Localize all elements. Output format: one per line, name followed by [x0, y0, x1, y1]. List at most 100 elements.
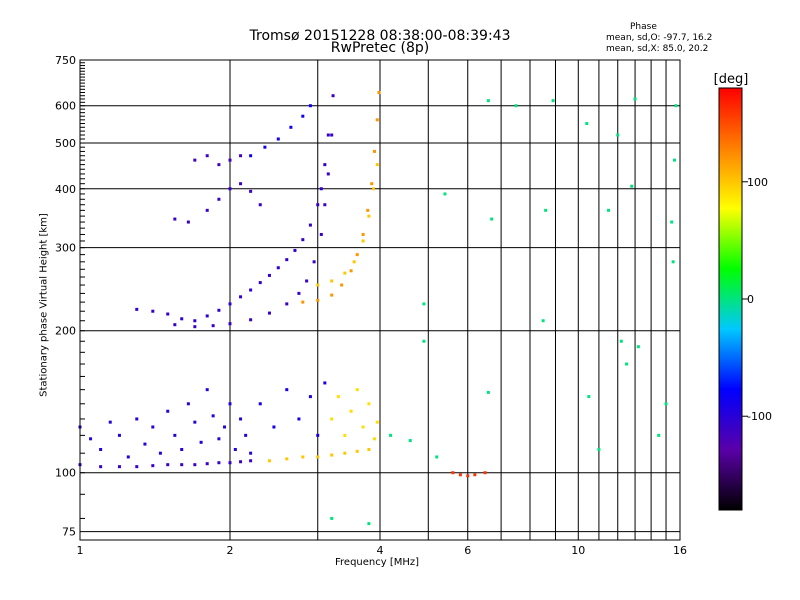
data-point	[186, 220, 190, 224]
data-point	[671, 260, 675, 264]
data-point	[375, 163, 379, 167]
data-point	[490, 217, 494, 221]
data-point	[193, 420, 197, 424]
data-point	[180, 463, 184, 467]
data-point	[607, 208, 611, 212]
data-point	[371, 187, 375, 191]
data-point	[319, 187, 323, 191]
chart-subtitle: RwPretec (8p)	[330, 40, 430, 56]
data-point	[239, 295, 243, 299]
data-point	[228, 461, 232, 465]
x-tick-label: 10	[571, 544, 585, 557]
data-point	[205, 154, 209, 158]
data-point	[99, 465, 103, 469]
data-point	[330, 417, 334, 421]
data-point	[367, 447, 371, 451]
data-point	[330, 279, 334, 283]
data-point	[199, 440, 203, 444]
data-point	[466, 474, 470, 478]
data-point	[186, 402, 190, 406]
data-point	[435, 455, 439, 459]
data-point	[267, 273, 271, 277]
data-point	[223, 425, 227, 429]
data-point	[166, 312, 170, 316]
data-point	[373, 437, 377, 441]
data-point	[355, 449, 359, 453]
data-point	[267, 311, 271, 315]
y-axis-label: Stationary phase Virtual Height [km]	[38, 213, 50, 397]
data-point	[117, 465, 121, 469]
data-point	[377, 90, 381, 94]
data-point	[249, 189, 253, 193]
data-point	[343, 433, 347, 437]
x-tick-label: 16	[673, 544, 687, 557]
y-tick-label: 75	[62, 526, 76, 539]
data-point	[312, 260, 316, 264]
data-point	[228, 158, 232, 162]
data-point	[258, 203, 262, 207]
data-point	[323, 163, 327, 167]
data-point	[361, 232, 365, 236]
data-point	[636, 345, 640, 349]
data-point	[541, 319, 545, 323]
data-point	[89, 437, 93, 441]
data-point	[355, 388, 359, 392]
colorbar-tick-label: 0	[747, 293, 754, 306]
data-point	[316, 298, 320, 302]
data-point	[249, 318, 253, 322]
data-point	[326, 133, 330, 137]
data-point	[330, 516, 334, 520]
data-point	[193, 319, 197, 323]
data-point	[340, 283, 344, 287]
data-point	[301, 300, 305, 304]
data-point	[166, 409, 170, 413]
data-point	[217, 461, 221, 465]
data-point	[173, 217, 177, 221]
data-point	[319, 232, 323, 236]
phase-stats-heading: Phase	[630, 22, 657, 32]
data-point	[228, 322, 232, 326]
colorbar	[718, 87, 743, 511]
data-point	[330, 293, 334, 297]
data-point	[173, 323, 177, 327]
data-point	[158, 451, 162, 455]
data-point	[258, 281, 262, 285]
data-point	[135, 307, 139, 311]
data-point	[375, 118, 379, 122]
data-point	[228, 402, 232, 406]
data-point	[276, 137, 280, 141]
data-point	[585, 122, 589, 126]
data-point	[205, 314, 209, 318]
axis-ticks: 1 2 4 6 10 16 75 100 200 300 400 500 600 750	[55, 54, 687, 557]
y-tick-label: 300	[55, 242, 76, 255]
data-point	[285, 258, 289, 262]
data-point	[151, 425, 155, 429]
data-point	[451, 471, 455, 475]
data-point	[276, 266, 280, 270]
data-point	[664, 402, 668, 406]
data-point	[361, 425, 365, 429]
data-point	[483, 471, 487, 475]
data-point	[625, 362, 629, 366]
data-point	[367, 214, 371, 218]
data-point	[143, 442, 147, 446]
data-point	[180, 447, 184, 451]
data-point	[316, 455, 320, 459]
data-point	[217, 197, 221, 201]
data-point	[355, 253, 359, 257]
x-tick-label: 1	[77, 544, 84, 557]
colorbar-tick-label: -100	[747, 410, 772, 423]
chart-title: Tromsø 20151228 08:38:00-08:39:43	[249, 28, 511, 44]
data-point	[193, 325, 197, 329]
data-point	[228, 187, 232, 191]
data-point	[239, 182, 243, 186]
data-point	[551, 99, 555, 103]
data-point	[308, 223, 312, 227]
data-point	[544, 208, 548, 212]
x-tick-label: 2	[227, 544, 234, 557]
data-point	[486, 99, 490, 103]
data-point	[352, 260, 356, 264]
data-point	[166, 463, 170, 467]
data-point	[244, 433, 248, 437]
data-point	[297, 417, 301, 421]
